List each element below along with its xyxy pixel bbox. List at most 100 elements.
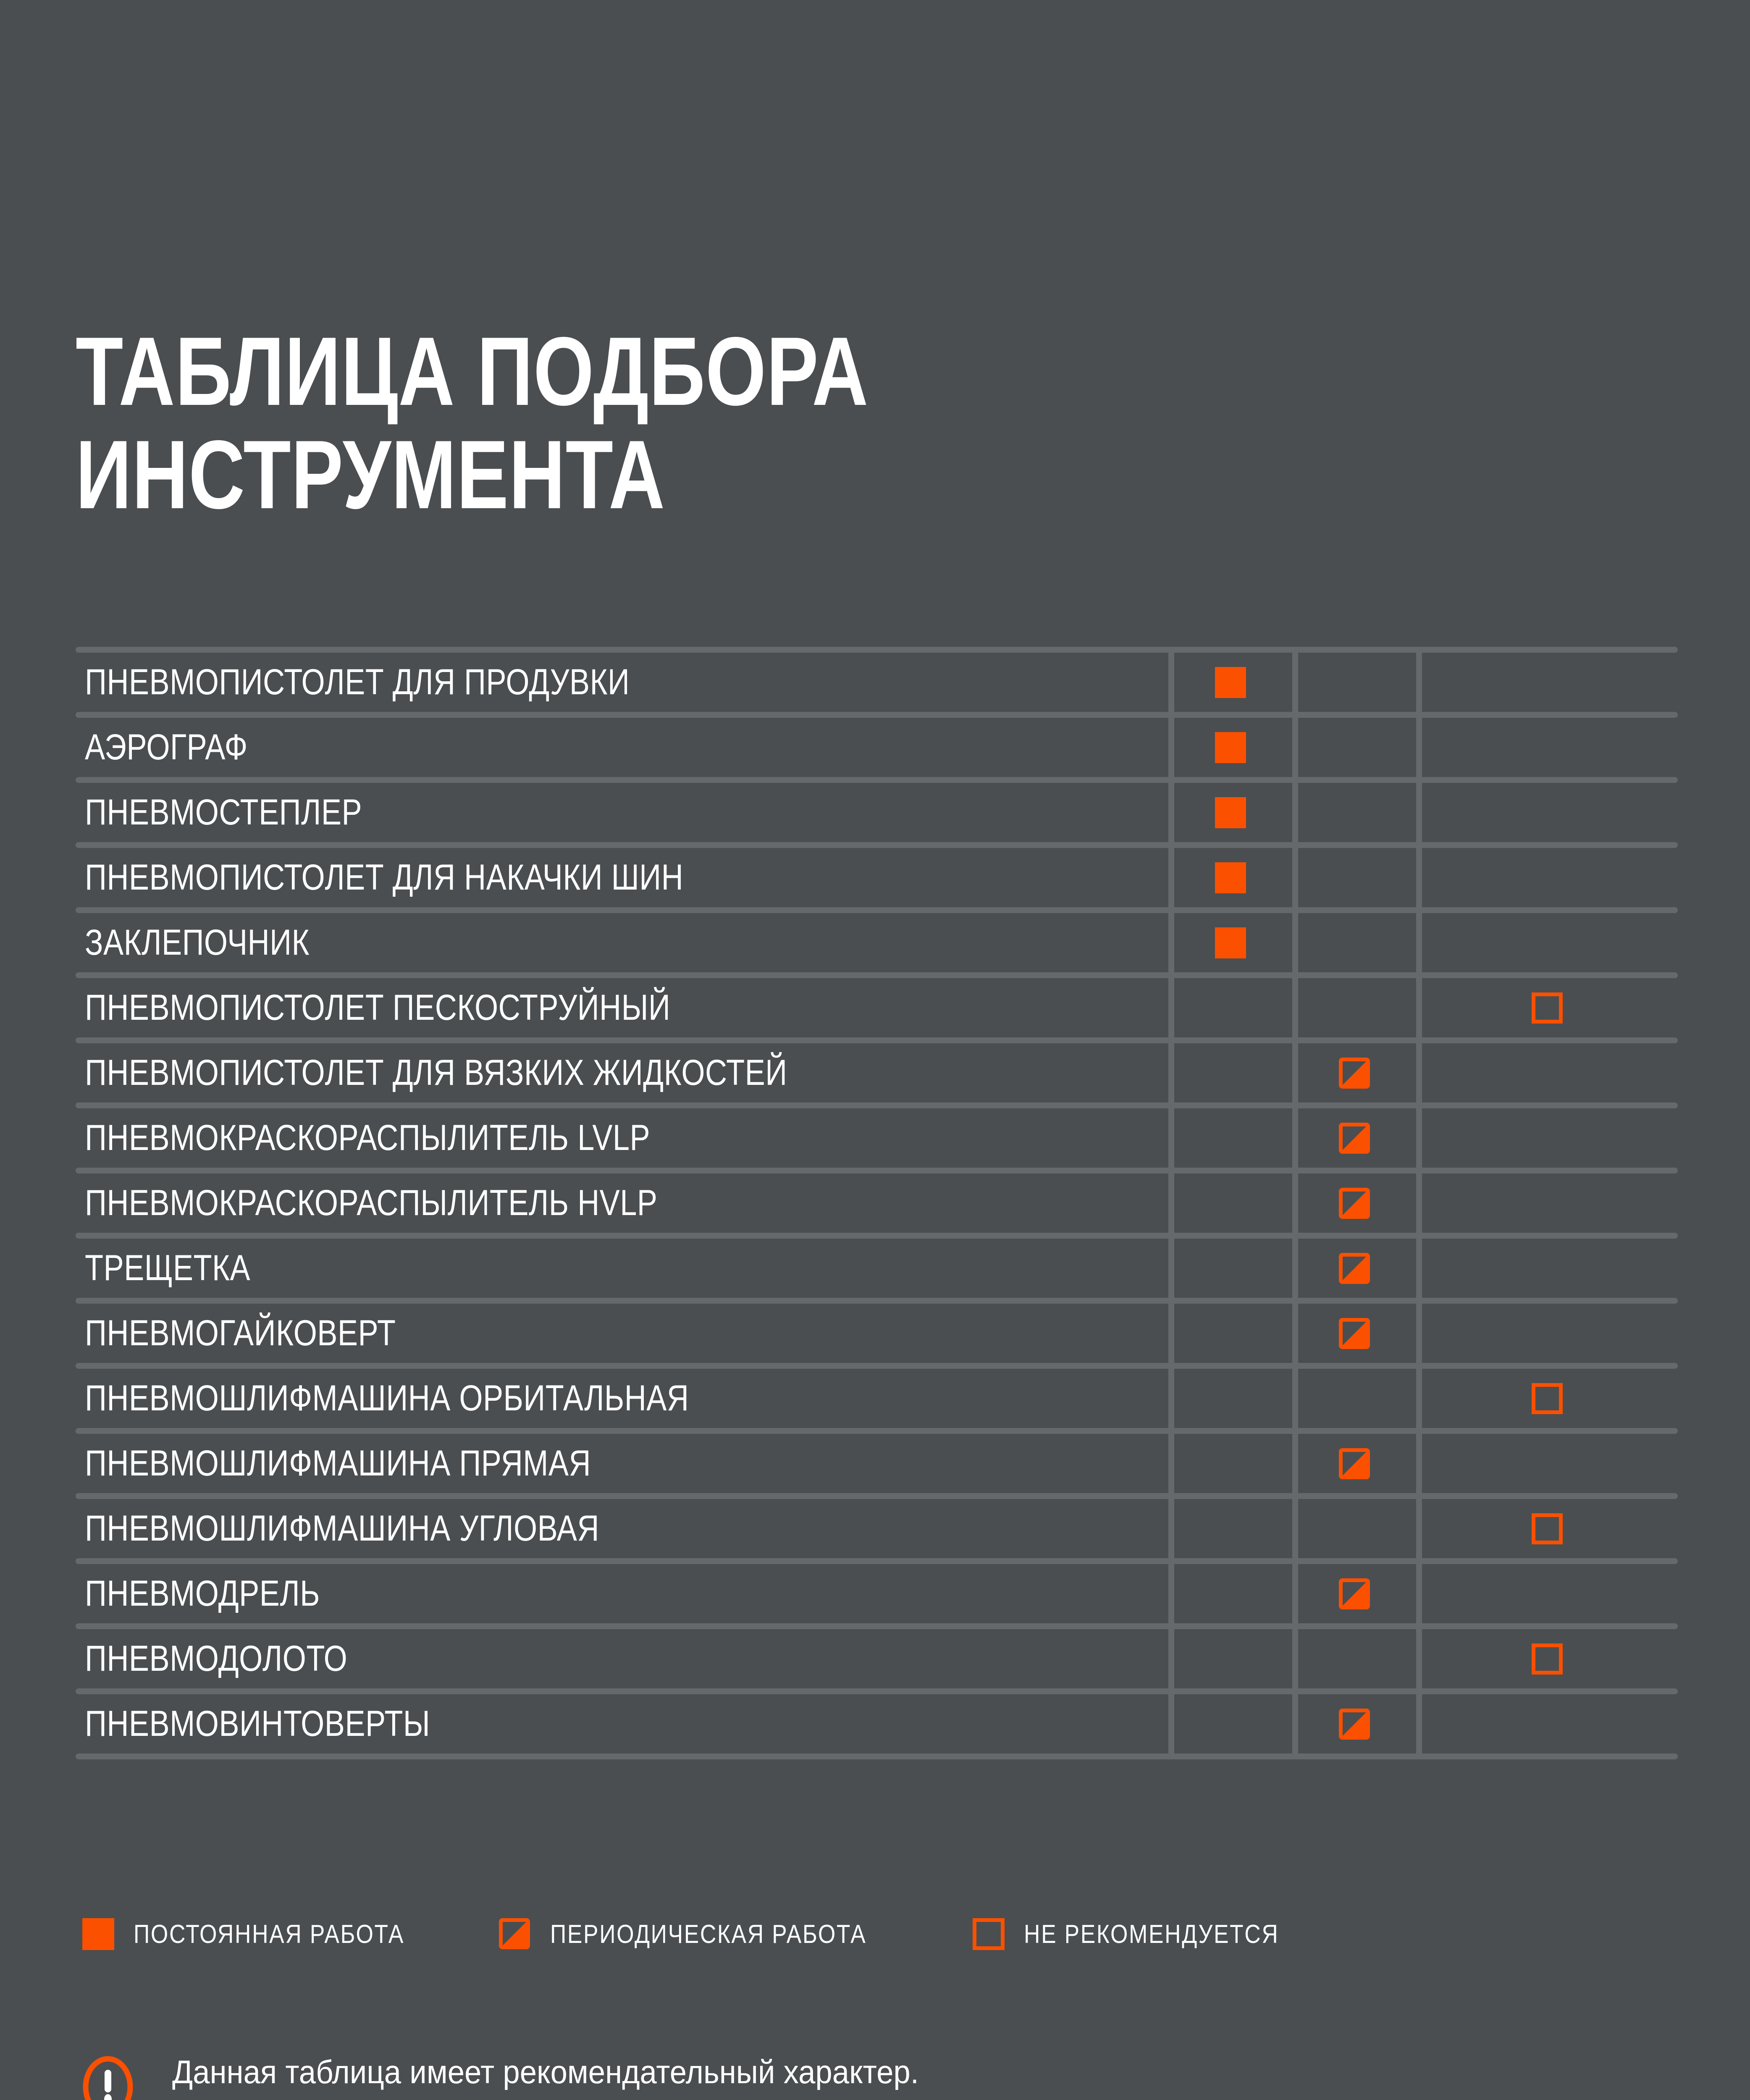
table-row-cells — [1168, 848, 1678, 907]
table-cell-col-3 — [1416, 848, 1678, 907]
table-cell-col-1 — [1168, 913, 1292, 972]
table-row: АЭРОГРАФ — [76, 718, 1678, 777]
table-cell-col-1 — [1168, 1694, 1292, 1754]
marker-not-recommended-icon-legend — [973, 1918, 1005, 1950]
table-column-divider-2 — [1292, 913, 1298, 972]
table-column-divider-2 — [1292, 1499, 1298, 1558]
table-column-divider-2 — [1292, 1369, 1298, 1428]
table-row-label: ТРЕЩЕТКА — [85, 1248, 251, 1288]
table-column-divider-2 — [1292, 1043, 1298, 1102]
table-cell-col-1 — [1168, 1369, 1292, 1428]
marker-constant-work-icon — [1215, 797, 1246, 828]
table-row-label: ПНЕВМОДОЛОТО — [85, 1638, 348, 1679]
table-cell-col-1 — [1168, 1629, 1292, 1688]
table-row-cells — [1168, 1629, 1678, 1688]
table-rule — [76, 1298, 1678, 1304]
legend-item-empty: НЕ РЕКОМЕНДУЕТСЯ — [973, 1918, 1320, 1950]
table-cell-col-2 — [1292, 1108, 1416, 1168]
table-cell-col-1 — [1168, 783, 1292, 842]
table-row-cells — [1168, 1304, 1678, 1363]
table-row-label: АЭРОГРАФ — [85, 727, 248, 767]
table-column-divider-3 — [1416, 653, 1422, 712]
table-row: ПНЕВМОВИНТОВЕРТЫ — [76, 1694, 1678, 1754]
table-column-divider-3 — [1416, 978, 1422, 1037]
disclaimer-text: Данная таблица имеет рекомендательный ха… — [172, 2050, 1122, 2100]
table-column-divider-3 — [1416, 848, 1422, 907]
table-column-divider-1 — [1168, 1694, 1174, 1754]
table-rule — [76, 1168, 1678, 1173]
table-cell-col-1 — [1168, 978, 1292, 1037]
table-column-divider-3 — [1416, 1173, 1422, 1233]
table-column-divider-1 — [1168, 1173, 1174, 1233]
table-cell-col-3 — [1416, 1499, 1678, 1558]
table-cell-col-1 — [1168, 653, 1292, 712]
table-column-divider-1 — [1168, 1304, 1174, 1363]
marker-periodic-work-icon-legend — [499, 1918, 531, 1950]
marker-constant-work-icon — [1215, 862, 1246, 893]
table-cell-col-1 — [1168, 1239, 1292, 1298]
marker-not-recommended-icon — [1531, 1643, 1563, 1675]
table-row-label: ПНЕВМОШЛИФМАШИНА ПРЯМАЯ — [85, 1443, 591, 1483]
table-column-divider-1 — [1168, 718, 1174, 777]
table-rule — [76, 1037, 1678, 1043]
table-row: ПНЕВМОКРАСКОРАСПЫЛИТЕЛЬ HVLP — [76, 1173, 1678, 1233]
page-title-line-2: ИНСТРУМЕНТА — [76, 420, 665, 530]
table-column-divider-2 — [1292, 1108, 1298, 1168]
table-row-label: ПНЕВМОСТЕПЛЕР — [85, 792, 362, 832]
table-column-divider-1 — [1168, 1629, 1174, 1688]
table-rule — [76, 712, 1678, 718]
table-cell-col-2 — [1292, 1564, 1416, 1623]
table-row-cells — [1168, 1369, 1678, 1428]
table-cell-col-3 — [1416, 718, 1678, 777]
table-column-divider-3 — [1416, 913, 1422, 972]
table-row-label: ПНЕВМОШЛИФМАШИНА ОРБИТАЛЬНАЯ — [85, 1378, 689, 1418]
table-column-divider-3 — [1416, 1694, 1422, 1754]
table-cell-col-2 — [1292, 1629, 1416, 1688]
table-cell-col-3 — [1416, 913, 1678, 972]
table-column-divider-1 — [1168, 1499, 1174, 1558]
table-row-cells — [1168, 1173, 1678, 1233]
table-rule — [76, 1754, 1678, 1759]
page-title-line-1: ТАБЛИЦА ПОДБОРА — [76, 317, 869, 426]
table-column-divider-2 — [1292, 1239, 1298, 1298]
table-row: ПНЕВМОПИСТОЛЕТ ДЛЯ НАКАЧКИ ШИН — [76, 848, 1678, 907]
table-cell-col-2 — [1292, 1369, 1416, 1428]
table-row-cells — [1168, 1239, 1678, 1298]
table-row-label: ПНЕВМОГАЙКОВЕРТ — [85, 1313, 396, 1353]
table-row-cells — [1168, 783, 1678, 842]
table-cell-col-1 — [1168, 1564, 1292, 1623]
table-row: ПНЕВМОПИСТОЛЕТ ПЕСКОСТРУЙНЫЙ — [76, 978, 1678, 1037]
table-cell-col-1 — [1168, 718, 1292, 777]
table-column-divider-3 — [1416, 1629, 1422, 1688]
legend-item-label: ПЕРИОДИЧЕСКАЯ РАБОТА — [550, 1919, 867, 1949]
table-column-divider-3 — [1416, 1239, 1422, 1298]
table-rule — [76, 972, 1678, 978]
table-column-divider-1 — [1168, 1043, 1174, 1102]
table-cell-col-3 — [1416, 1434, 1678, 1493]
table-row-label: ПНЕВМОПИСТОЛЕТ ДЛЯ ВЯЗКИХ ЖИДКОСТЕЙ — [85, 1053, 787, 1093]
table-row-label: ЗАКЛЕПОЧНИК — [85, 922, 310, 963]
table-row: ЗАКЛЕПОЧНИК — [76, 913, 1678, 972]
table-column-divider-1 — [1168, 1239, 1174, 1298]
table-column-divider-2 — [1292, 783, 1298, 842]
table-cell-col-2 — [1292, 1434, 1416, 1493]
table-cell-col-1 — [1168, 1434, 1292, 1493]
table-cell-col-2 — [1292, 1173, 1416, 1233]
table-row: ПНЕВМОШЛИФМАШИНА ПРЯМАЯ — [76, 1434, 1678, 1493]
disclaimer-line-1: Данная таблица имеет рекомендательный ха… — [172, 2053, 919, 2090]
marker-periodic-work-icon — [1338, 1318, 1370, 1349]
table-rule — [76, 1688, 1678, 1694]
table-column-divider-3 — [1416, 1499, 1422, 1558]
table-cell-col-3 — [1416, 653, 1678, 712]
legend: ПОСТОЯННАЯ РАБОТА ПЕРИОДИЧЕСКАЯ РАБОТА НЕ … — [82, 1918, 1678, 1950]
marker-constant-work-icon — [1215, 927, 1246, 958]
table-cell-col-3 — [1416, 1173, 1678, 1233]
table-cell-col-2 — [1292, 978, 1416, 1037]
marker-not-recommended-icon — [1531, 1383, 1563, 1414]
table-column-divider-3 — [1416, 1108, 1422, 1168]
table-row-cells — [1168, 718, 1678, 777]
marker-periodic-work-icon — [1338, 1252, 1370, 1284]
table-column-divider-1 — [1168, 978, 1174, 1037]
table-column-divider-1 — [1168, 783, 1174, 842]
